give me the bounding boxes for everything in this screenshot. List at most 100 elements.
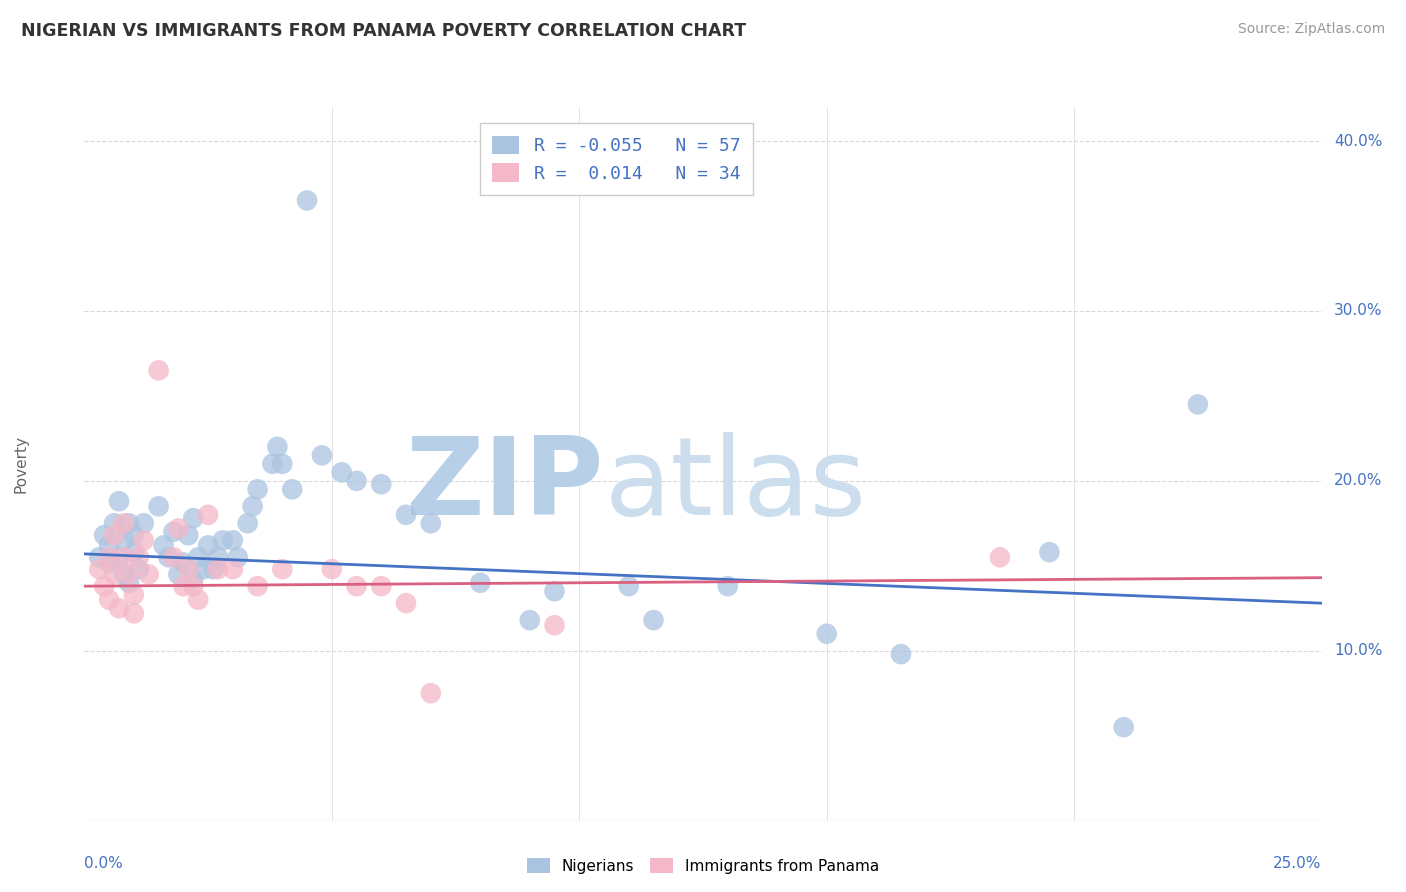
- Point: [128, 550, 150, 565]
- Point: [717, 579, 740, 593]
- Point: [112, 533, 135, 548]
- Point: [222, 562, 245, 576]
- Point: [212, 533, 235, 548]
- Point: [157, 550, 180, 565]
- Point: [98, 550, 121, 565]
- Point: [122, 588, 145, 602]
- Text: 10.0%: 10.0%: [1334, 643, 1382, 658]
- Point: [207, 550, 229, 565]
- Point: [162, 524, 184, 539]
- Point: [246, 483, 269, 497]
- Point: [103, 567, 125, 582]
- Point: [815, 626, 838, 640]
- Point: [172, 555, 194, 569]
- Text: ZIP: ZIP: [405, 433, 605, 538]
- Point: [271, 457, 294, 471]
- Point: [181, 579, 204, 593]
- Point: [643, 613, 665, 627]
- Point: [181, 573, 204, 587]
- Point: [543, 618, 565, 632]
- Point: [118, 567, 141, 582]
- Point: [112, 567, 135, 582]
- Point: [197, 508, 219, 522]
- Point: [177, 528, 200, 542]
- Point: [346, 474, 368, 488]
- Point: [370, 477, 392, 491]
- Text: 40.0%: 40.0%: [1334, 134, 1382, 149]
- Point: [519, 613, 541, 627]
- Point: [281, 483, 304, 497]
- Point: [122, 545, 145, 559]
- Point: [617, 579, 640, 593]
- Point: [242, 500, 264, 514]
- Text: NIGERIAN VS IMMIGRANTS FROM PANAMA POVERTY CORRELATION CHART: NIGERIAN VS IMMIGRANTS FROM PANAMA POVER…: [21, 22, 747, 40]
- Text: Poverty: Poverty: [14, 434, 28, 493]
- Text: 25.0%: 25.0%: [1274, 856, 1322, 871]
- Point: [89, 562, 111, 576]
- Point: [988, 550, 1011, 565]
- Text: 0.0%: 0.0%: [84, 856, 124, 871]
- Point: [202, 562, 225, 576]
- Point: [138, 567, 160, 582]
- Point: [187, 550, 209, 565]
- Text: 20.0%: 20.0%: [1334, 474, 1382, 488]
- Point: [172, 579, 194, 593]
- Point: [108, 601, 131, 615]
- Point: [395, 508, 418, 522]
- Point: [470, 575, 492, 590]
- Legend: R = -0.055   N = 57, R =  0.014   N = 34: R = -0.055 N = 57, R = 0.014 N = 34: [479, 123, 754, 195]
- Point: [1038, 545, 1060, 559]
- Point: [98, 592, 121, 607]
- Legend: Nigerians, Immigrants from Panama: Nigerians, Immigrants from Panama: [520, 852, 886, 880]
- Point: [89, 550, 111, 565]
- Point: [197, 538, 219, 552]
- Point: [177, 562, 200, 576]
- Point: [222, 533, 245, 548]
- Point: [246, 579, 269, 593]
- Point: [226, 550, 249, 565]
- Point: [1112, 720, 1135, 734]
- Point: [419, 686, 441, 700]
- Point: [330, 466, 353, 480]
- Point: [262, 457, 284, 471]
- Point: [98, 538, 121, 552]
- Point: [271, 562, 294, 576]
- Point: [1187, 397, 1209, 411]
- Point: [191, 562, 214, 576]
- Point: [890, 647, 912, 661]
- Point: [132, 516, 155, 531]
- Point: [419, 516, 441, 531]
- Point: [148, 500, 170, 514]
- Point: [103, 516, 125, 531]
- Point: [207, 562, 229, 576]
- Text: 30.0%: 30.0%: [1334, 303, 1382, 318]
- Point: [148, 363, 170, 377]
- Point: [295, 194, 318, 208]
- Point: [122, 607, 145, 621]
- Point: [167, 521, 190, 535]
- Point: [132, 533, 155, 548]
- Point: [236, 516, 259, 531]
- Text: atlas: atlas: [605, 433, 866, 538]
- Point: [98, 555, 121, 569]
- Point: [321, 562, 343, 576]
- Point: [112, 550, 135, 565]
- Point: [395, 596, 418, 610]
- Point: [93, 528, 115, 542]
- Point: [311, 448, 333, 462]
- Point: [346, 579, 368, 593]
- Point: [152, 538, 174, 552]
- Point: [543, 584, 565, 599]
- Point: [266, 440, 288, 454]
- Point: [128, 562, 150, 576]
- Point: [370, 579, 392, 593]
- Point: [103, 528, 125, 542]
- Point: [108, 550, 131, 565]
- Point: [187, 592, 209, 607]
- Text: Source: ZipAtlas.com: Source: ZipAtlas.com: [1237, 22, 1385, 37]
- Point: [108, 494, 131, 508]
- Point: [118, 575, 141, 590]
- Point: [162, 550, 184, 565]
- Point: [112, 516, 135, 531]
- Point: [118, 516, 141, 531]
